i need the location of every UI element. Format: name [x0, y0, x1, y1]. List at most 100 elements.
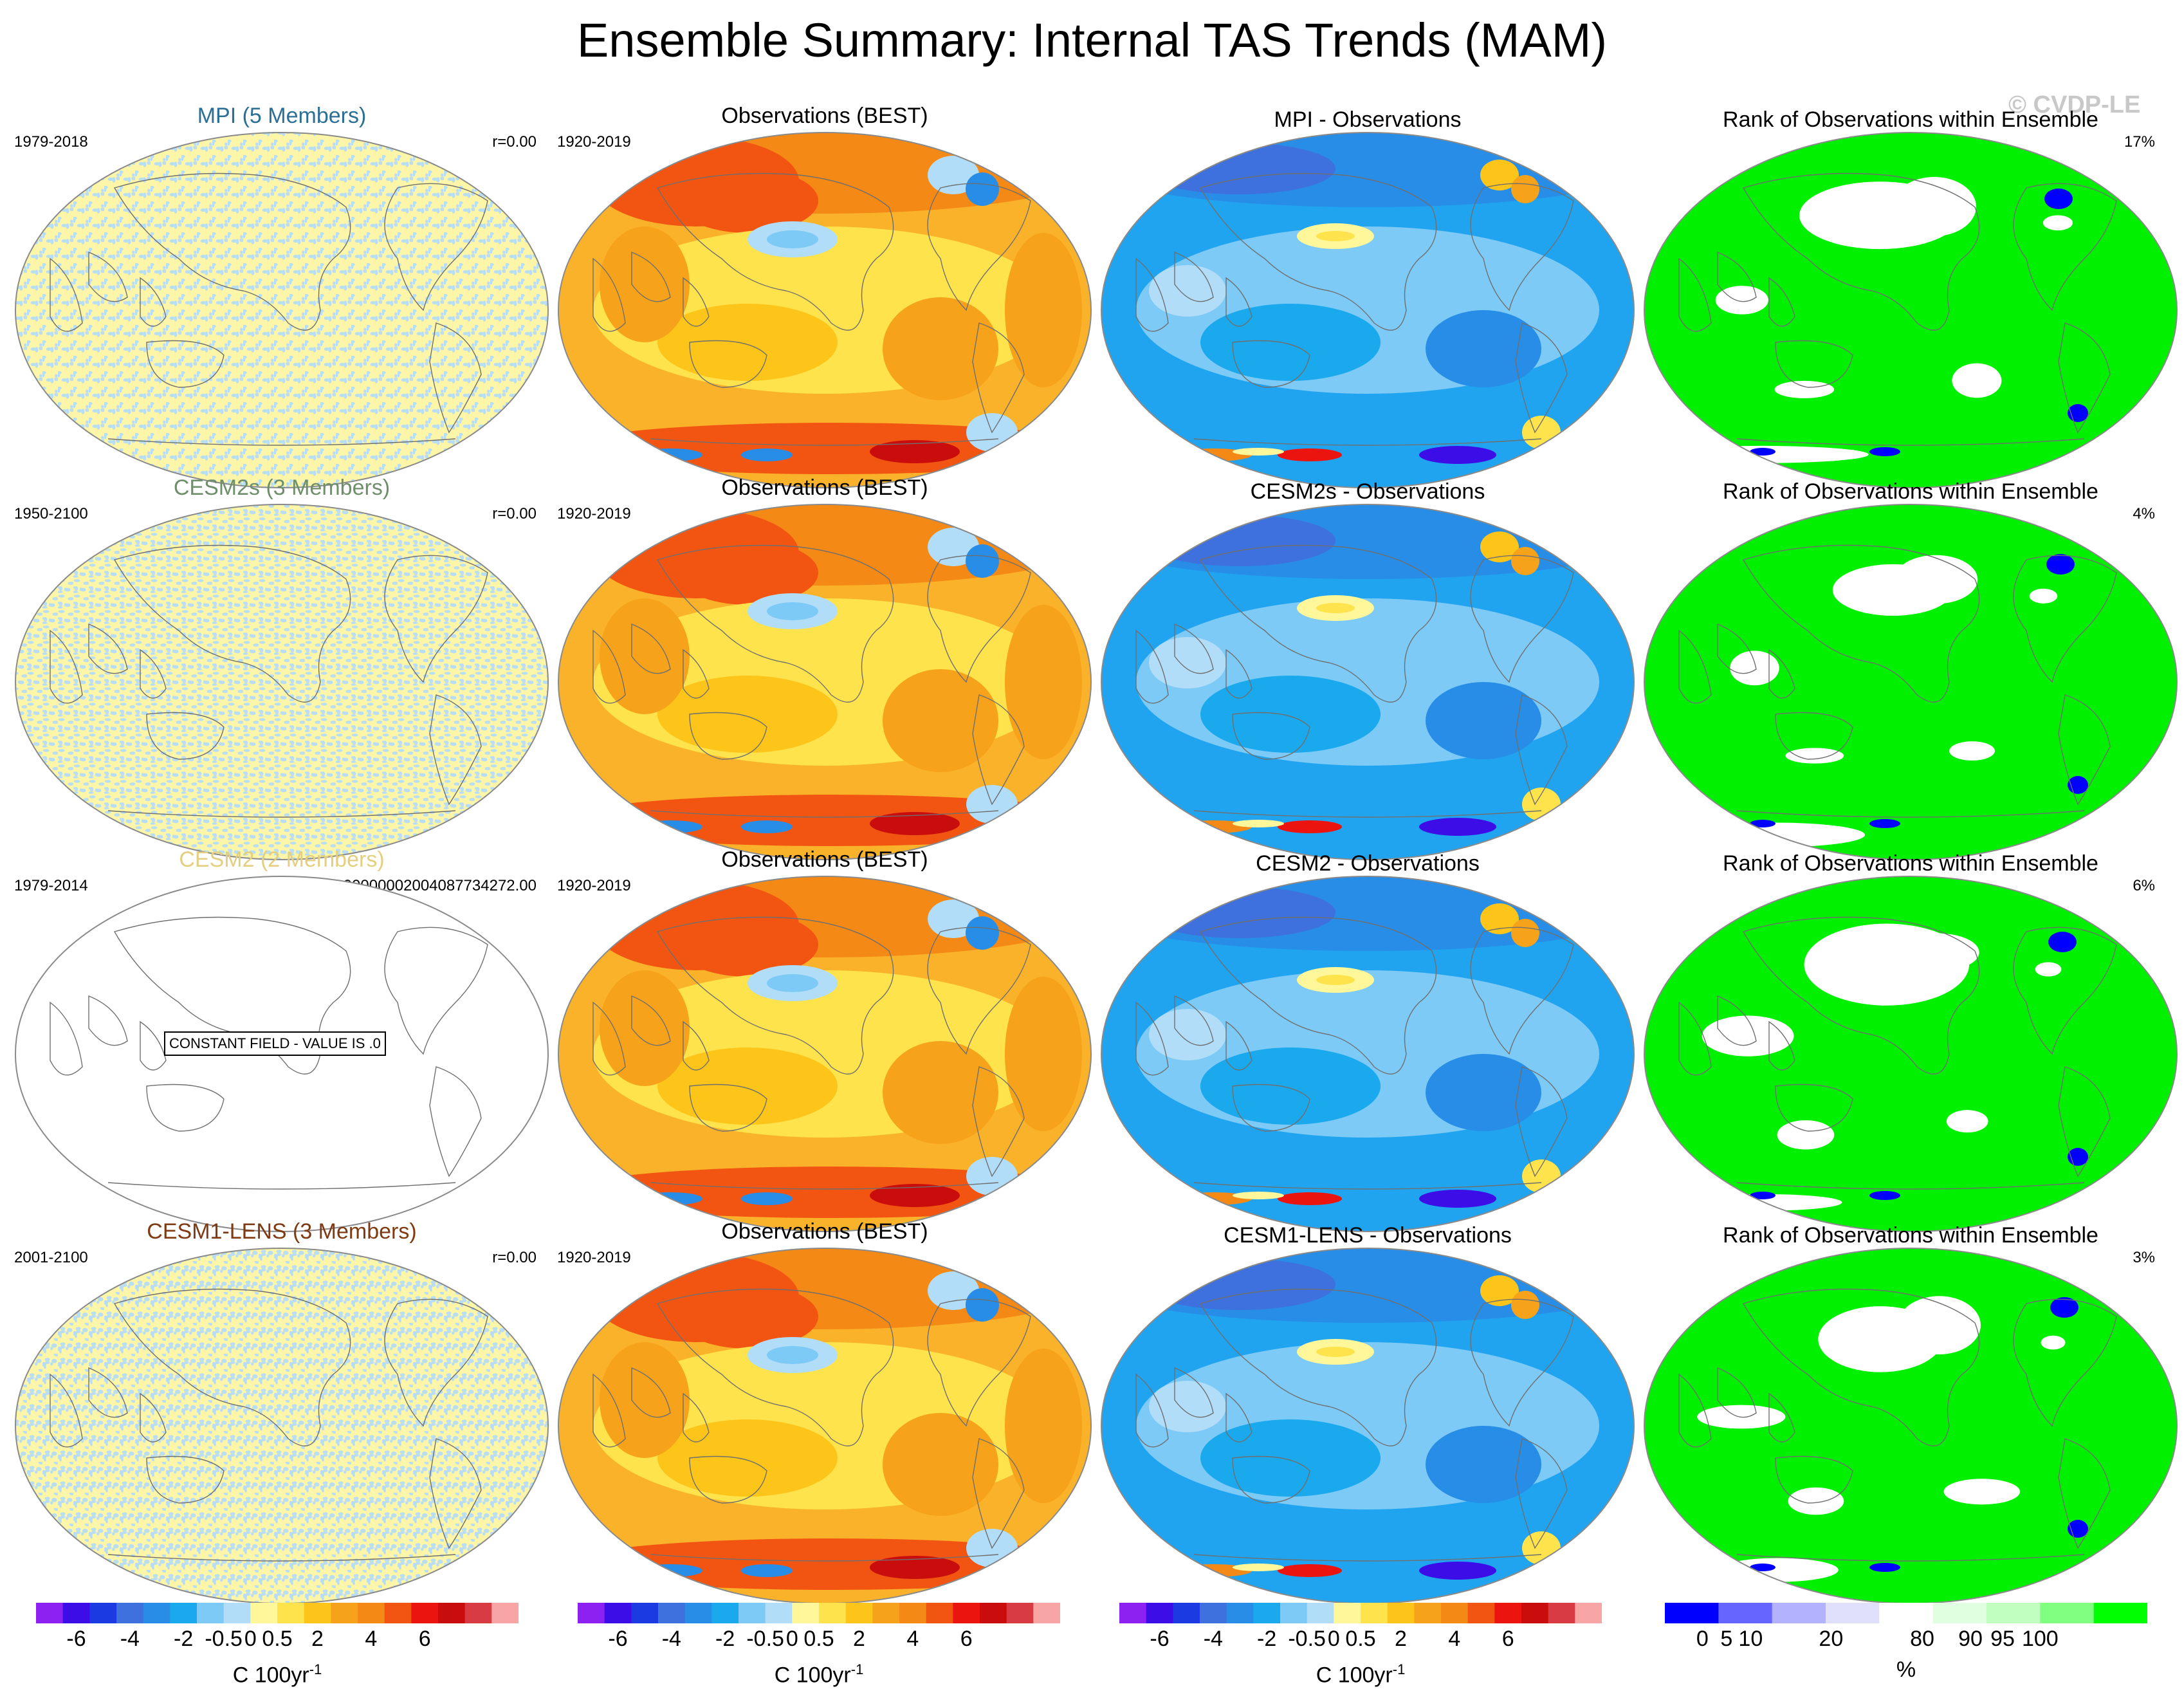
- colorbar-swatch: [1226, 1603, 1254, 1623]
- colorbar-swatch: [1467, 1603, 1495, 1623]
- rank-panel-title: Rank of Observations within Ensemble: [1723, 479, 2098, 504]
- colorbar-swatch: [331, 1603, 358, 1623]
- colorbar-swatch: [711, 1603, 739, 1623]
- model-period-label: 1979-2014: [14, 877, 88, 894]
- colorbar-tick-label: 0.5: [1345, 1627, 1376, 1651]
- colorbar-tick-label: -2: [715, 1627, 735, 1651]
- colorbar-swatch: [1718, 1603, 1773, 1623]
- model-panel-title: CESM2s (3 Members): [173, 475, 390, 500]
- pattern-correlation-label: r=0.00: [492, 133, 537, 151]
- rank-unit-label: %: [1896, 1657, 1916, 1682]
- colorbar-tick-label: 20: [1819, 1627, 1844, 1651]
- colorbar-swatch: [980, 1603, 1007, 1623]
- colorbar-tick-label: 5: [1720, 1627, 1733, 1651]
- difference-trend-map: [1097, 502, 1638, 862]
- colorbar-tick-label: 2: [311, 1627, 324, 1651]
- colorbar-tick-label: 95: [1990, 1627, 2015, 1651]
- colorbar-swatch: [1146, 1603, 1173, 1623]
- colorbar-swatch: [384, 1603, 412, 1623]
- observations-panel-title: Observations (BEST): [721, 475, 928, 500]
- colorbar-tick-label: 6: [418, 1627, 431, 1651]
- colorbar-tick-label: 2: [1395, 1627, 1407, 1651]
- model-period-label: 1979-2018: [14, 133, 88, 151]
- colorbar-swatch: [438, 1603, 466, 1623]
- colorbar-swatch: [1414, 1603, 1442, 1623]
- colorbar-swatch: [1987, 1603, 2041, 1623]
- colorbar-tick-label: -0.5: [205, 1627, 243, 1651]
- colorbar-tick-label: -6: [608, 1627, 628, 1651]
- colorbar-swatch: [36, 1603, 64, 1623]
- colorbar-tick-label: -6: [1150, 1627, 1170, 1651]
- difference-trend-map: [1097, 874, 1638, 1234]
- colorbar-tick-label: 0: [1327, 1627, 1340, 1651]
- model-panel-title: CESM2 (2 Members): [179, 847, 385, 872]
- difference-trend-map: [1097, 1246, 1638, 1606]
- colorbar-tick-label: 4: [365, 1627, 378, 1651]
- rank-map: [1640, 1246, 2181, 1606]
- colorbar-swatch: [765, 1603, 793, 1623]
- colorbar-swatch: [250, 1603, 278, 1623]
- colorbar-swatch: [304, 1603, 331, 1623]
- colorbar-unit-label: C 100yr-1: [775, 1657, 864, 1688]
- colorbar-swatch: [631, 1603, 659, 1623]
- colorbar-swatch: [604, 1603, 632, 1623]
- trend-colorbar: [578, 1603, 1060, 1623]
- colorbar-swatch: [1665, 1603, 1719, 1623]
- colorbar-swatch: [223, 1603, 251, 1623]
- colorbar-swatch: [819, 1603, 847, 1623]
- colorbar-tick-label: 2: [853, 1627, 865, 1651]
- colorbar-swatch: [1173, 1603, 1200, 1623]
- colorbar-swatch: [658, 1603, 686, 1623]
- model-trend-map: [12, 130, 552, 490]
- observations-trend-map: [555, 130, 1095, 490]
- colorbar-tick-label: -2: [1257, 1627, 1277, 1651]
- colorbar-swatch: [143, 1603, 170, 1623]
- observations-period-label: 1920-2019: [557, 1249, 631, 1266]
- model-panel-title: MPI (5 Members): [197, 104, 367, 128]
- colorbar-tick-label: -6: [66, 1627, 86, 1651]
- colorbar-swatch: [2040, 1603, 2095, 1623]
- colorbar-swatch: [277, 1603, 305, 1623]
- colorbar-tick-label: 0: [244, 1627, 257, 1651]
- colorbar-swatch: [1307, 1603, 1334, 1623]
- trend-colorbar: [36, 1603, 518, 1623]
- difference-panel-title: CESM2 - Observations: [1256, 851, 1480, 876]
- colorbar-tick-label: 0.5: [803, 1627, 834, 1651]
- colorbar-swatch: [1548, 1603, 1575, 1623]
- unit-exponent: -1: [1392, 1661, 1406, 1677]
- colorbar-tick-label: 6: [960, 1627, 973, 1651]
- pattern-correlation-label: r=0.00: [492, 505, 537, 522]
- colorbar-swatch: [872, 1603, 900, 1623]
- colorbar-unit-label: C 100yr-1: [233, 1657, 322, 1688]
- colorbar-swatch: [1826, 1603, 1880, 1623]
- colorbar-swatch: [1361, 1603, 1388, 1623]
- colorbar-tick-label: 10: [1738, 1627, 1763, 1651]
- model-period-label: 1950-2100: [14, 505, 88, 522]
- rank-map: [1640, 502, 2181, 862]
- figure-title: Ensemble Summary: Internal TAS Trends (M…: [576, 14, 1608, 67]
- colorbar-swatch: [1387, 1603, 1415, 1623]
- colorbar-swatch: [1879, 1603, 1934, 1623]
- rank-percent-label: 6%: [2133, 877, 2155, 894]
- observations-panel-title: Observations (BEST): [721, 847, 928, 872]
- constant-field-label: CONSTANT FIELD - VALUE IS .0: [164, 1031, 386, 1056]
- colorbar-tick-label: -4: [661, 1627, 681, 1651]
- observations-panel-title: Observations (BEST): [721, 1219, 928, 1244]
- model-panel-title: CESM1-LENS (3 Members): [147, 1219, 417, 1244]
- colorbar-tick-label: 4: [906, 1627, 919, 1651]
- rank-panel-title: Rank of Observations within Ensemble: [1723, 107, 2098, 132]
- colorbar-tick-label: 90: [1958, 1627, 1983, 1651]
- colorbar-swatch: [1575, 1603, 1602, 1623]
- colorbar-swatch: [1006, 1603, 1034, 1623]
- colorbar-tick-label: -0.5: [746, 1627, 784, 1651]
- colorbar-swatch: [1772, 1603, 1826, 1623]
- colorbar-swatch: [684, 1603, 712, 1623]
- colorbar-swatch: [62, 1603, 90, 1623]
- rank-percent-label: 17%: [2124, 133, 2155, 151]
- colorbar-swatch: [411, 1603, 439, 1623]
- unit-text: C 100yr: [1316, 1663, 1393, 1688]
- colorbar-swatch: [926, 1603, 953, 1623]
- difference-panel-title: CESM2s - Observations: [1250, 479, 1485, 504]
- unit-text: C 100yr: [774, 1663, 851, 1688]
- unit-text: C 100yr: [232, 1663, 309, 1688]
